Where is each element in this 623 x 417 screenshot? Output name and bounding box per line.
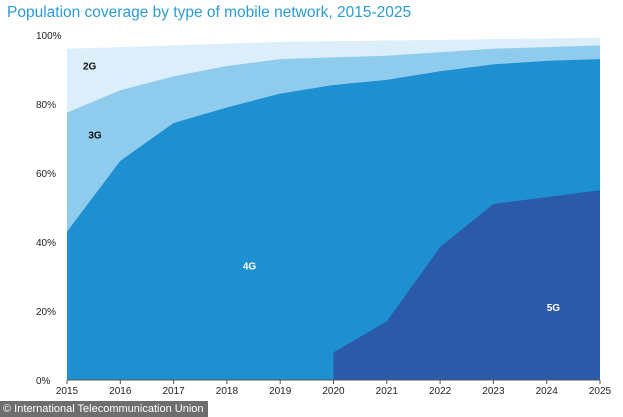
x-tick-label: 2016: [109, 386, 132, 397]
x-tick-label: 2023: [482, 386, 505, 397]
x-tick-label: 2018: [216, 386, 239, 397]
y-tick-label: 40%: [36, 238, 56, 249]
x-tick-label: 2017: [162, 386, 185, 397]
y-axis: 0% 20% 40% 60% 80% 100%: [36, 31, 62, 387]
x-tick-label: 2025: [589, 386, 612, 397]
series-label-4g: 4G: [243, 262, 257, 273]
chart-title: Population coverage by type of mobile ne…: [7, 4, 412, 21]
series-label-2g: 2G: [83, 62, 97, 73]
x-tick-label: 2024: [536, 386, 559, 397]
areas-layer: [67, 37, 600, 381]
y-tick-label: 80%: [36, 100, 56, 111]
x-tick-label: 2020: [322, 386, 345, 397]
y-tick-label: 20%: [36, 307, 56, 318]
x-tick-label: 2015: [56, 386, 79, 397]
area-5g: [333, 190, 600, 380]
y-tick-label: 60%: [36, 169, 56, 180]
y-tick-label: 100%: [36, 31, 62, 42]
y-tick-label: 0%: [36, 376, 51, 387]
x-tick-label: 2021: [376, 386, 399, 397]
x-tick-label: 2019: [269, 386, 292, 397]
series-label-5g: 5G: [547, 303, 561, 314]
x-tick-label: 2022: [429, 386, 452, 397]
x-axis: 2015 2016 2017 2018 2019 2020 2021 2022 2023 2024…: [56, 379, 612, 397]
series-label-3g: 3G: [88, 131, 102, 142]
series-labels: 2G 3G 4G 5G: [83, 62, 560, 315]
chart-plot: 2G 3G 4G 5G 0% 20% 40% 60% 80% 100% 2015 2016 2017…: [36, 31, 612, 397]
credit-caption: © International Telecommunication Union: [0, 401, 208, 417]
